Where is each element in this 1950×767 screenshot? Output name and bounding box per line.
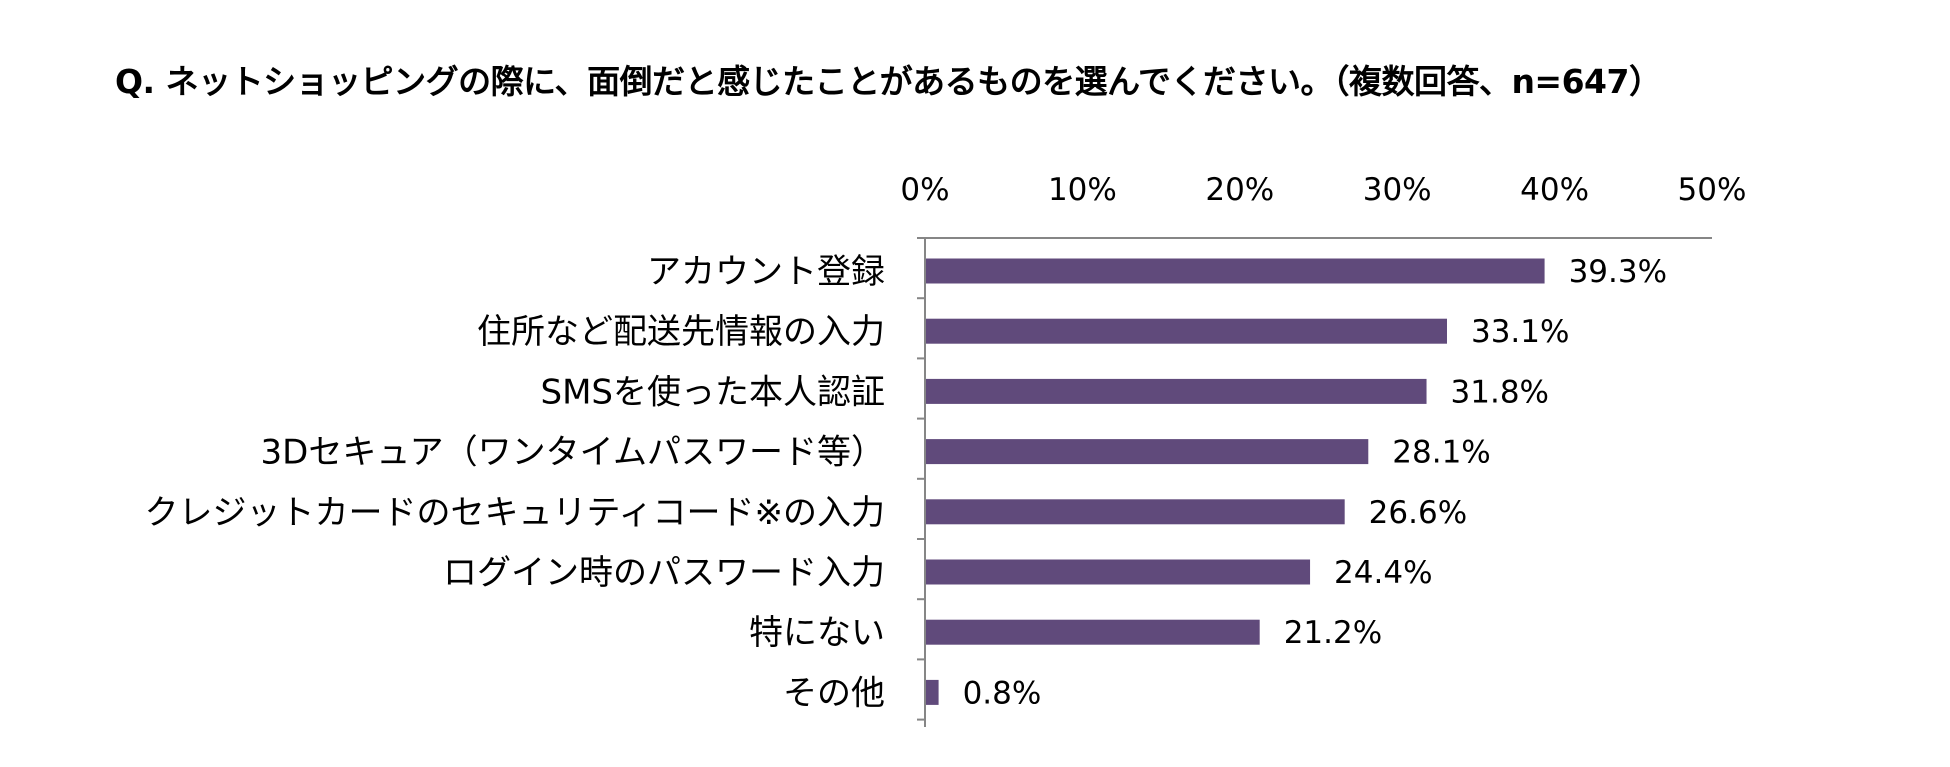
bar: [926, 318, 1447, 344]
bar: [926, 679, 939, 705]
bar: [926, 439, 1369, 465]
bar: [926, 258, 1545, 284]
axis-layer: 0% 10% 20% 30% 40% 50%: [900, 172, 1746, 727]
category-label: 住所など配送先情報の入力: [477, 312, 885, 352]
x-tick-label: 10%: [1048, 172, 1117, 208]
data-label: 21.2%: [1284, 615, 1382, 651]
x-tick-label: 40%: [1520, 172, 1589, 208]
data-label: 0.8%: [963, 675, 1042, 711]
data-label: 31.8%: [1451, 374, 1549, 410]
bar: [926, 499, 1345, 525]
bar: [926, 559, 1311, 585]
data-label: 26.6%: [1369, 495, 1467, 531]
category-label: クレジットカードのセキュリティコード※の入力: [145, 493, 885, 533]
data-label: 24.4%: [1334, 555, 1432, 591]
x-tick-label: 50%: [1678, 172, 1747, 208]
data-label: 33.1%: [1471, 314, 1569, 350]
x-tick-label: 20%: [1205, 172, 1274, 208]
category-label: 3Dセキュア（ワンタイムパスワード等）: [261, 433, 885, 473]
bar: [926, 378, 1427, 404]
x-tick-label: 0%: [900, 172, 949, 208]
category-label: アカウント登録: [647, 252, 885, 292]
chart-title: Q. ネットショッピングの際に、面倒だと感じたことがあるものを選んでください。（…: [115, 62, 1662, 101]
category-label: その他: [783, 673, 885, 713]
category-label: 特にない: [749, 613, 885, 653]
label-layer: アカウント登録 39.3% 住所など配送先情報の入力 33.1% SMSを使った本人認証…: [145, 252, 1668, 713]
bar: [926, 619, 1260, 645]
data-label: 39.3%: [1569, 254, 1667, 290]
bar-layer: [926, 258, 1545, 705]
category-label: ログイン時のパスワード入力: [443, 553, 885, 593]
category-label: SMSを使った本人認証: [541, 372, 886, 412]
data-label: 28.1%: [1392, 435, 1490, 471]
x-tick-label: 30%: [1363, 172, 1432, 208]
